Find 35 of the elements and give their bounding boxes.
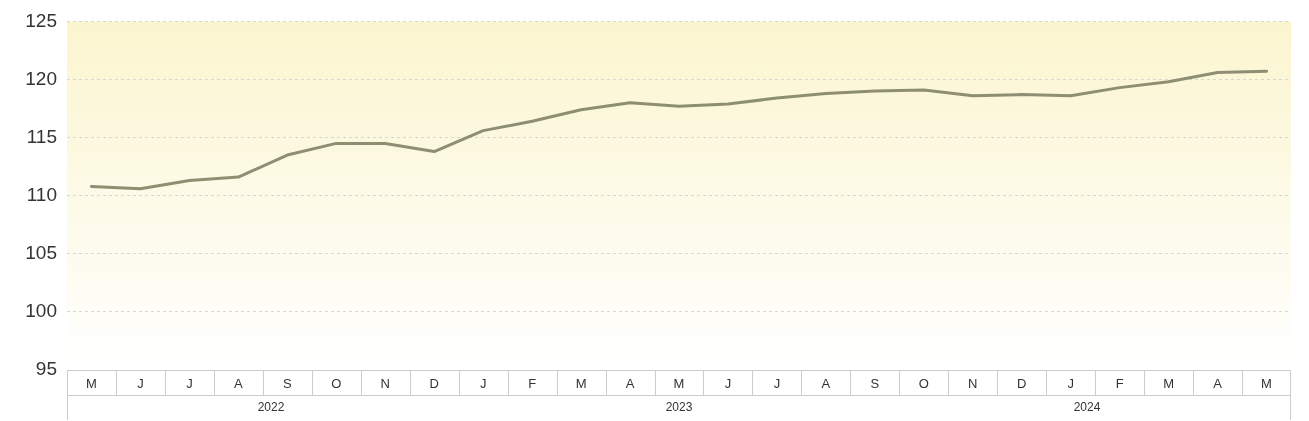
text: 2022	[257, 400, 285, 415]
x-tick-label: A	[625, 376, 635, 392]
x-tick-label: F	[528, 376, 537, 392]
x-tick-label: M	[86, 376, 97, 392]
x-tick-label: M	[673, 376, 685, 392]
x-tick-label: M	[1261, 376, 1272, 392]
x-tick-label: J	[773, 376, 781, 392]
x-tick-label: O	[331, 376, 342, 392]
x-tick-label: A	[1213, 376, 1223, 392]
x-tick-label: J	[1067, 376, 1074, 392]
y-tick-label: 110	[26, 183, 57, 205]
y-tick-label: 125	[25, 9, 57, 31]
y-tick-label: 115	[26, 125, 57, 147]
text: 2024	[1073, 400, 1101, 415]
x-tick-label: D	[429, 376, 439, 392]
x-tick-label: J	[137, 376, 144, 392]
y-tick-label: 95	[35, 358, 57, 380]
x-tick-label: D	[1017, 376, 1027, 392]
x-tick-label: M	[575, 376, 587, 392]
x-tick-label: J	[479, 376, 487, 392]
x-tick-label: S	[282, 376, 292, 392]
text: 2023	[665, 400, 693, 415]
x-tick-label: N	[380, 376, 390, 392]
x-tick-label: O	[918, 376, 929, 392]
x-tick-label: N	[968, 376, 978, 392]
x-tick-label: S	[870, 376, 880, 392]
x-tick-label: M	[1163, 376, 1175, 392]
x-tick-label: A	[821, 376, 831, 392]
y-tick-label: 120	[25, 67, 57, 89]
x-tick-label: A	[234, 376, 244, 392]
x-tick-label: F	[1115, 376, 1124, 392]
y-tick-label: 105	[25, 242, 57, 264]
y-tick-label: 100	[25, 300, 57, 322]
x-tick-label: J	[724, 376, 732, 392]
x-tick-label: J	[186, 376, 193, 392]
